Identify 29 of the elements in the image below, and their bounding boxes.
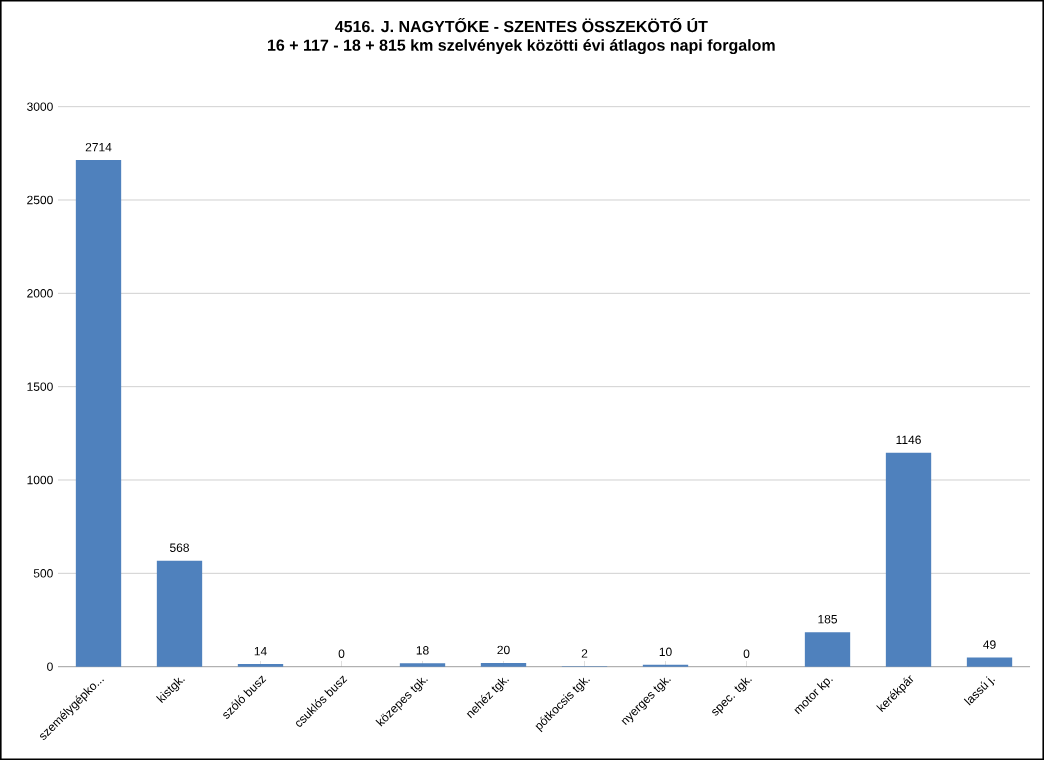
data-label: 1146 bbox=[896, 435, 921, 445]
data-label: 10 bbox=[659, 647, 672, 657]
y-tick-label: 2500 bbox=[27, 195, 53, 205]
bar bbox=[399, 663, 446, 667]
bar bbox=[966, 657, 1013, 667]
data-label: 0 bbox=[338, 649, 345, 658]
y-tick-label: 1500 bbox=[27, 382, 53, 391]
bar bbox=[237, 664, 284, 667]
data-label: 49 bbox=[983, 640, 996, 649]
y-tick-label: 3000 bbox=[27, 102, 53, 111]
y-tick-label: 1000 bbox=[27, 475, 53, 485]
data-label: 14 bbox=[254, 647, 267, 656]
data-label: 185 bbox=[818, 614, 838, 624]
bar bbox=[480, 662, 527, 667]
bar bbox=[75, 160, 122, 667]
chart-subtitle: 16 + 117 - 18 + 815 km szelvények közötti évi átlagos napi forgalom bbox=[268, 38, 775, 55]
data-label: 2 bbox=[581, 649, 588, 658]
chart-title: 4516. J. NAGYTŐKE - SZENTES ÖSSZEKÖTŐ ÚT bbox=[335, 17, 708, 33]
y-tick-label: 0 bbox=[47, 662, 53, 671]
data-label: 568 bbox=[169, 543, 189, 552]
bar bbox=[156, 560, 203, 667]
y-tick-label: 500 bbox=[33, 569, 53, 578]
data-label: 2714 bbox=[85, 142, 112, 152]
bar bbox=[804, 632, 851, 667]
y-tick-label: 2000 bbox=[27, 289, 53, 298]
data-label: 20 bbox=[497, 645, 510, 655]
data-label: 0 bbox=[743, 649, 750, 658]
data-label: 18 bbox=[416, 646, 429, 655]
bar bbox=[885, 452, 932, 667]
